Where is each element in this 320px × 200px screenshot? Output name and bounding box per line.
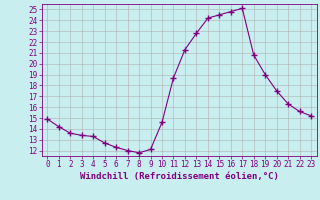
X-axis label: Windchill (Refroidissement éolien,°C): Windchill (Refroidissement éolien,°C) xyxy=(80,172,279,181)
